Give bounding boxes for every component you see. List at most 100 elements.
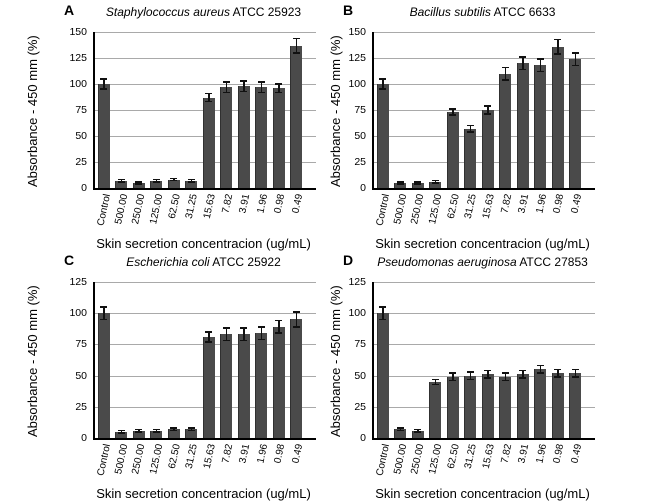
y-tick-label: 25 (354, 400, 366, 413)
x-tick-label: 0.49 (569, 443, 585, 465)
error-bar (190, 428, 192, 431)
bar (290, 319, 303, 438)
bar (237, 334, 250, 438)
x-tick: 125.00 (425, 441, 444, 487)
x-tick: 250.00 (128, 441, 147, 487)
x-tick: 3.91 (233, 441, 253, 487)
bar (185, 180, 198, 188)
x-tick: Control (93, 191, 112, 237)
error-bar-cap (257, 91, 265, 94)
error-bar-cap (187, 429, 195, 432)
error-bar-cap (222, 91, 230, 94)
error-bar-cap (536, 364, 544, 367)
x-tick: 31.25 (181, 441, 200, 487)
x-tick: 62.50 (442, 441, 462, 487)
bar (411, 182, 424, 188)
x-tick: 31.25 (460, 191, 479, 237)
bar (534, 369, 547, 438)
error-bar (417, 181, 419, 184)
y-axis-ticks: 0 25 50 75 100 125 (47, 276, 87, 444)
error-bar-cap (536, 372, 544, 374)
error-bar-cap (571, 64, 579, 67)
y-tick-label: 100 (69, 307, 87, 320)
error-bar-cap (379, 88, 387, 90)
bar (446, 112, 459, 188)
y-tick-label: 100 (348, 78, 366, 90)
strain-id: ATCC 25922 (212, 255, 281, 269)
strain-id: ATCC 25923 (232, 5, 302, 19)
error-bar-cap (100, 306, 108, 308)
x-tick: 0.49 (565, 191, 584, 237)
error-bar (260, 81, 262, 93)
error-bar-cap (379, 306, 387, 308)
error-bar-cap (222, 339, 230, 342)
bar (237, 86, 250, 188)
x-tick: 1.96 (530, 191, 549, 237)
error-bar-cap (414, 181, 422, 183)
bar (569, 373, 582, 438)
error-bar-cap (275, 91, 283, 94)
error-bar-cap (240, 80, 248, 82)
gridline (374, 282, 595, 283)
error-bar (469, 125, 471, 132)
x-tick: 15.63 (477, 191, 497, 237)
error-bar-cap (205, 341, 213, 343)
error-bar-cap (501, 379, 509, 382)
error-bar-cap (554, 368, 562, 371)
bar (481, 110, 494, 188)
x-tick-label: 0.49 (290, 193, 306, 215)
bar (220, 334, 233, 438)
x-tick: 3.91 (512, 441, 532, 487)
bar (446, 376, 459, 438)
panel-a: A Staphylococcus aureus ATCC 25923 Absor… (0, 0, 325, 251)
x-tick: 0.98 (268, 191, 288, 237)
x-tick: 0.49 (286, 191, 306, 237)
x-tick: 0.98 (268, 441, 288, 487)
error-bar (208, 331, 210, 342)
error-bar-cap (396, 429, 404, 432)
y-tick-label: 0 (81, 432, 87, 444)
bar (464, 128, 477, 188)
error-bar-cap (484, 377, 492, 379)
x-tick: 15.63 (198, 441, 218, 487)
error-bar (557, 369, 559, 377)
error-bar-cap (257, 338, 265, 341)
error-bar-cap (484, 113, 492, 115)
y-tick-label: 50 (354, 369, 366, 382)
x-tick: 250.00 (407, 441, 426, 487)
y-tick-label: 75 (75, 338, 87, 351)
y-axis-ticks: 0 25 50 75 100 125 (326, 276, 366, 444)
bar (132, 430, 145, 438)
x-tick: 0.49 (565, 441, 585, 487)
bar (499, 376, 512, 438)
x-tick: 7.82 (216, 441, 235, 487)
error-bar-cap (257, 81, 265, 83)
panel-letter: B (343, 2, 354, 18)
error-bar-cap (135, 431, 143, 433)
error-bar-cap (152, 431, 160, 433)
error-bar-cap (152, 181, 160, 183)
error-bar-cap (431, 378, 439, 381)
error-bar-cap (536, 58, 544, 60)
panel-letter: C (64, 252, 75, 268)
panel-title: Staphylococcus aureus ATCC 25923 (93, 5, 314, 19)
y-tick-label: 125 (348, 276, 366, 288)
error-bar (452, 373, 454, 381)
error-bar-cap (431, 182, 439, 184)
y-axis-label: Absorbance - 450 mm (%) (25, 285, 40, 437)
panel-d: D Pseudomonas aeruginosa ATCC 27853 Abso… (325, 250, 650, 501)
error-bar-cap (571, 368, 579, 371)
bar (394, 429, 407, 438)
error-bar-cap (292, 326, 300, 328)
error-bar-cap (240, 90, 248, 93)
organism-name: Bacillus subtilis (409, 5, 491, 19)
error-bar-cap (501, 372, 509, 374)
bar (255, 333, 268, 438)
plot-area (372, 32, 595, 190)
bar (376, 313, 389, 438)
error-bar (504, 67, 506, 80)
x-tick: 62.50 (163, 191, 183, 237)
gridline (374, 313, 595, 315)
error-bar-cap (257, 326, 265, 328)
y-tick-label: 25 (75, 400, 87, 413)
